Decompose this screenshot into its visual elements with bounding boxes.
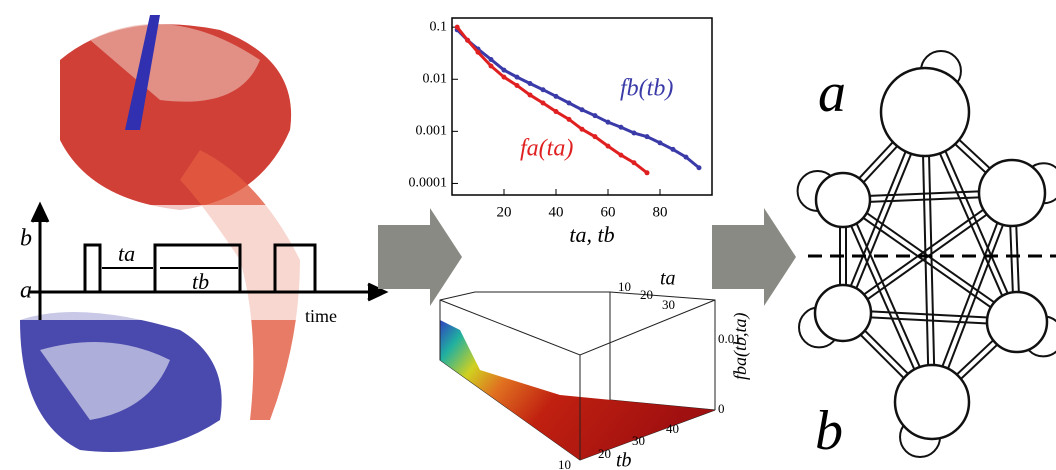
state-node [977, 158, 1047, 228]
interval-label: ta [118, 241, 135, 266]
y-tick-label: 0.0001 [409, 176, 448, 191]
protein-illustration [0, 15, 370, 452]
state-node [985, 290, 1049, 354]
data-point [454, 24, 460, 30]
level-label: a [20, 278, 32, 304]
state-node [813, 283, 873, 343]
data-point [488, 63, 494, 69]
data-point [618, 152, 624, 158]
axis-label: fba(tb,ta) [730, 313, 751, 381]
data-point [644, 170, 650, 176]
data-point [566, 100, 572, 106]
data-point [618, 124, 624, 130]
data-point [514, 74, 520, 80]
data-point [501, 74, 507, 80]
data-point [579, 107, 585, 113]
data-point [670, 146, 676, 152]
data-point [475, 49, 481, 55]
tick-label: 30 [662, 297, 675, 312]
data-point [527, 80, 533, 86]
data-point [488, 56, 494, 62]
data-point [696, 165, 702, 171]
group-label: a [818, 62, 846, 124]
tick-label: 40 [666, 421, 679, 436]
tick-label: 10 [558, 457, 571, 470]
state-node [814, 171, 872, 229]
network [796, 49, 1056, 459]
tick-label: 30 [632, 433, 645, 448]
level-label: b [20, 226, 32, 252]
data-point [592, 113, 598, 119]
data-point [657, 140, 663, 146]
series-line [456, 26, 648, 174]
data-point [631, 160, 637, 166]
data-point [605, 143, 611, 149]
interval-label: tb [192, 269, 209, 294]
x-axis-label: ta, tb [569, 222, 614, 247]
plot-frame [451, 17, 713, 196]
surface-labels: 10 20 30 ta 0.01 0 fba(tb,ta) 10 20 30 4… [558, 268, 751, 470]
surface-plot [439, 291, 716, 461]
data-point [553, 93, 559, 99]
data-point [605, 119, 611, 125]
x-tick-label: 20 [497, 204, 512, 220]
y-tick-label: 0.01 [423, 71, 448, 86]
signal-schematic [30, 201, 389, 320]
arrow [712, 208, 796, 306]
tick-label: 0 [718, 401, 725, 416]
data-point [514, 82, 520, 88]
data-point [579, 126, 585, 132]
y-tick-label: 0.001 [416, 124, 448, 139]
axis-label: time [305, 306, 337, 326]
x-tick-label: 80 [653, 204, 668, 220]
tick-label: 10 [618, 279, 631, 294]
data-point [683, 154, 689, 160]
data-point [566, 116, 572, 122]
data-point [465, 37, 471, 43]
state-node [879, 66, 971, 158]
data-point [631, 130, 637, 136]
edge [840, 189, 1011, 312]
data-point [540, 100, 546, 106]
state-node [893, 363, 971, 441]
data-point [644, 134, 650, 140]
data-point [501, 67, 507, 73]
axis-label: tb [616, 450, 632, 470]
arrow [378, 208, 462, 306]
data-point [553, 109, 559, 115]
legend-label: fb(tb) [620, 76, 673, 102]
axis-label: ta [660, 268, 676, 290]
edge [840, 201, 1016, 326]
edge [844, 196, 1020, 321]
log-chart: 0.1 0.01 0.001 0.0001 20 40 60 80 ta, tb fb(tb) fa… [409, 17, 713, 247]
data-point [592, 134, 598, 140]
data-point [527, 92, 533, 98]
legend-label: fa(ta) [520, 136, 573, 162]
tick-label: 20 [640, 287, 653, 302]
y-tick-label: 0.1 [430, 19, 448, 34]
group-label: b [815, 400, 843, 462]
tick-label: 20 [598, 446, 611, 461]
tick-label: 0.01 [718, 331, 741, 346]
x-tick-label: 40 [549, 204, 564, 220]
x-tick-label: 60 [601, 204, 616, 220]
data-point [540, 87, 546, 93]
